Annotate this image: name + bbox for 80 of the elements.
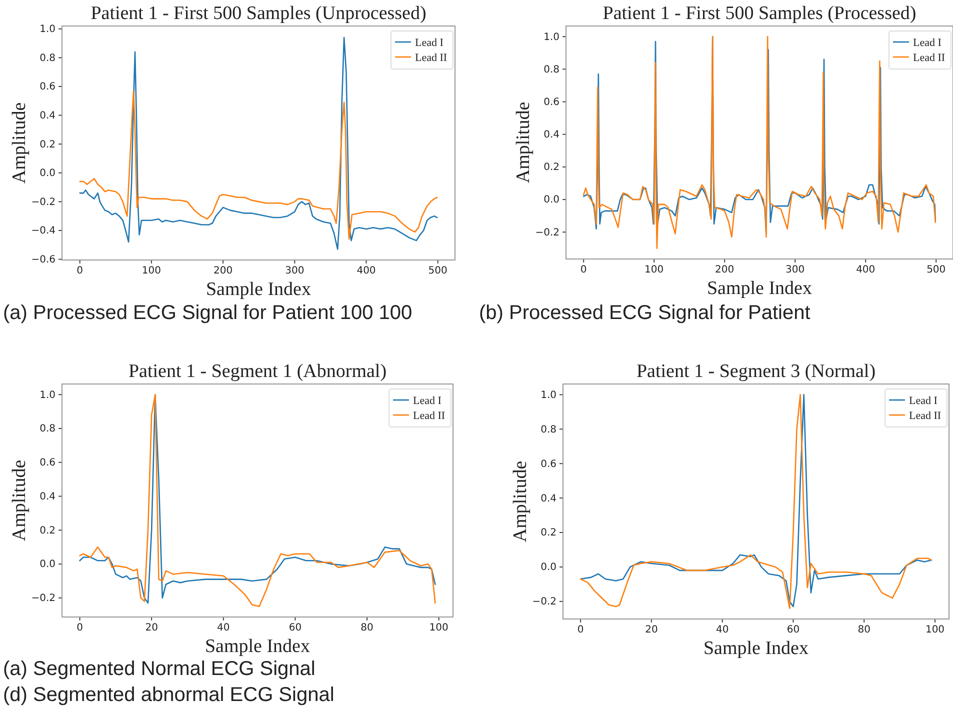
x-tick-label: 60 — [288, 622, 302, 634]
x-axis-title: Sample Index — [204, 636, 310, 657]
y-tick-label: 0.8 — [40, 52, 56, 64]
y-axis-title: Amplitude — [9, 460, 30, 542]
y-tick-label: 0.0 — [40, 559, 56, 570]
x-axis-title: Sample Index — [206, 279, 312, 300]
x-tick-label: 60 — [786, 624, 800, 636]
legend-label: Lead I — [413, 395, 442, 407]
y-tick-label: 0.4 — [544, 130, 560, 141]
y-tick-label: 0.2 — [40, 139, 56, 150]
y-tick-label: 0.6 — [544, 96, 560, 108]
text: (a) Processed ECG Signal for Patient 100 100 — [2, 301, 414, 326]
y-tick-label: −0.4 — [31, 226, 56, 237]
line-series — [79, 90, 438, 240]
text: (b) Processed ECG Signal for Patient — [478, 301, 812, 326]
x-tick-label: 300 — [285, 266, 304, 277]
y-tick-label: −0.2 — [535, 227, 560, 238]
x-tick-label: 200 — [715, 264, 734, 276]
x-tick-label: 40 — [217, 622, 230, 634]
y-axis-title: Amplitude — [9, 102, 30, 184]
chart-title: Patient 1 - Segment 1 (Abnormal) — [128, 361, 387, 382]
text: (a) Segmented Normal ECG Signal — [2, 657, 316, 682]
y-tick-label: 0.8 — [544, 64, 560, 76]
legend-label: Lead II — [413, 410, 446, 422]
y-tick-label: 0.6 — [540, 458, 556, 470]
x-tick-label: 500 — [428, 266, 448, 277]
y-tick-label: 1.0 — [40, 24, 56, 36]
chart-title: Patient 1 - Segment 3 (Normal) — [636, 361, 876, 382]
y-tick-label: −0.6 — [31, 254, 56, 266]
y-tick-label: 1.0 — [40, 390, 56, 401]
y-tick-label: 0.8 — [40, 424, 56, 435]
y-tick-label: −0.2 — [31, 196, 56, 208]
x-tick-label: 100 — [429, 622, 448, 634]
y-tick-label: 0.0 — [540, 562, 556, 574]
x-tick-label: 100 — [142, 266, 162, 277]
y-tick-label: −0.2 — [532, 596, 556, 608]
chart-title: Patient 1 - First 500 Samples (Processed) — [602, 3, 916, 24]
x-tick-label: 0 — [580, 264, 587, 276]
x-tick-label: 20 — [145, 622, 158, 634]
y-tick-label: 0.0 — [40, 168, 56, 180]
x-tick-label: 0 — [577, 624, 584, 636]
y-axis-title: Amplitude — [510, 460, 531, 542]
x-tick-label: 80 — [858, 624, 870, 636]
legend-label: Lead II — [415, 52, 448, 64]
line-series — [79, 36, 438, 250]
legend-label: Lead I — [415, 37, 444, 49]
legend-label: Lead II — [913, 52, 946, 64]
x-axis-title: Sample Index — [706, 278, 812, 299]
x-tick-label: 400 — [356, 266, 376, 277]
legend-label: Lead I — [909, 395, 938, 407]
legend-label: Lead II — [909, 410, 942, 422]
y-tick-label: 0.2 — [40, 525, 56, 536]
y-tick-label: 0.4 — [540, 493, 556, 504]
x-tick-label: 0 — [76, 266, 84, 277]
y-axis-title: Amplitude — [513, 102, 534, 184]
x-tick-label: 40 — [716, 624, 729, 636]
y-tick-label: 1.0 — [540, 390, 556, 401]
legend-label: Lead I — [913, 37, 942, 49]
x-tick-label: 0 — [76, 622, 83, 634]
y-tick-label: 0.0 — [544, 194, 560, 206]
text: (d) Segmented abnormal ECG Signal — [2, 683, 336, 708]
x-tick-label: 100 — [925, 624, 945, 636]
y-tick-label: 0.2 — [540, 528, 556, 539]
x-tick-label: 400 — [856, 264, 876, 276]
y-tick-label: 0.4 — [40, 110, 56, 122]
x-axis-title: Sample Index — [703, 638, 809, 659]
y-tick-label: 0.4 — [40, 491, 56, 502]
chart-title: Patient 1 - First 500 Samples (Unprocessed) — [90, 3, 426, 24]
x-tick-label: 500 — [926, 264, 946, 276]
x-tick-label: 80 — [360, 622, 374, 634]
x-tick-label: 200 — [214, 266, 233, 277]
x-tick-label: 100 — [644, 264, 664, 276]
x-tick-label: 20 — [645, 624, 658, 636]
x-tick-label: 300 — [786, 264, 805, 276]
y-tick-label: 0.6 — [40, 82, 56, 93]
y-tick-label: −0.2 — [31, 593, 56, 604]
y-tick-label: 0.6 — [40, 458, 56, 469]
y-tick-label: 0.8 — [540, 424, 556, 436]
y-tick-label: 0.2 — [544, 162, 560, 174]
y-tick-label: 1.0 — [544, 32, 560, 43]
